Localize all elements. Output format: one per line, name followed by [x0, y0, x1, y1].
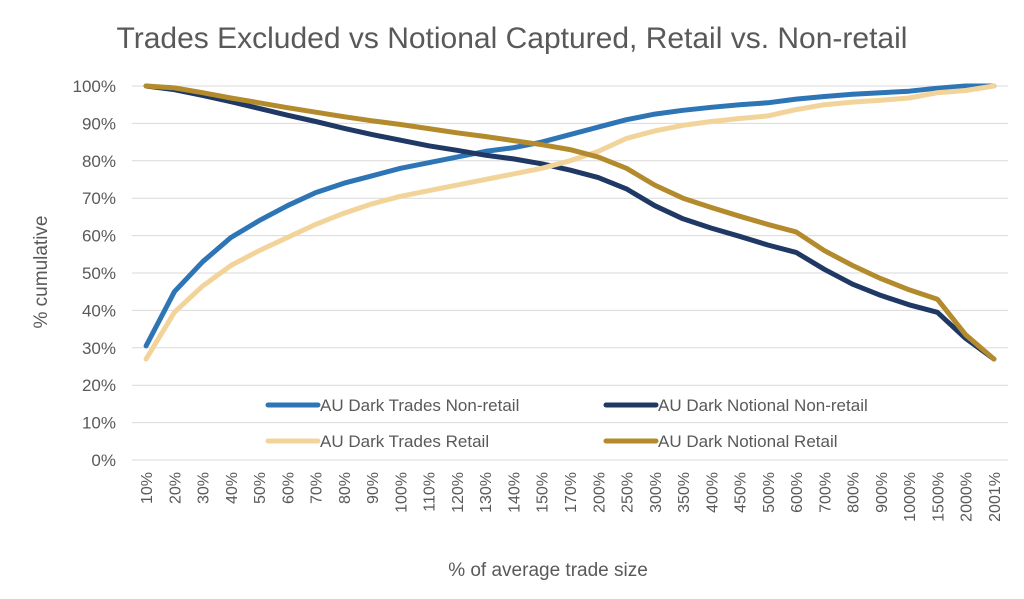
x-tick-label: 80% — [337, 472, 354, 504]
y-axis-ticks: 0% 10% 20% 30% 40% 50% 60% 70% 80% 90% 100% — [73, 77, 116, 470]
series-layer — [143, 83, 997, 362]
y-tick-label: 50% — [82, 264, 116, 283]
x-tick-label: 300% — [648, 472, 665, 513]
legend-label: AU Dark Trades Retail — [320, 432, 489, 451]
y-tick-label: 30% — [82, 339, 116, 358]
x-tick-label: 110% — [422, 472, 439, 512]
x-tick-label: 900% — [874, 472, 891, 513]
x-tick-label: 30% — [196, 472, 213, 504]
x-tick-label: 2000% — [959, 472, 976, 522]
x-tick-label: 10% — [139, 472, 156, 504]
series-line-2 — [143, 83, 997, 362]
y-tick-label: 60% — [82, 227, 116, 246]
x-tick-label: 140% — [506, 472, 523, 513]
x-tick-label: 250% — [620, 472, 637, 513]
grid-layer — [132, 85, 1008, 461]
legend: AU Dark Trades Non-retail AU Dark Notiona… — [265, 396, 868, 451]
y-tick-label: 20% — [82, 376, 116, 395]
x-tick-label: 450% — [733, 472, 750, 513]
x-tick-label: 1500% — [930, 472, 947, 522]
x-tick-label: 150% — [535, 472, 552, 513]
x-tick-label: 40% — [224, 472, 241, 504]
x-tick-label: 70% — [309, 472, 326, 504]
x-tick-label: 700% — [817, 472, 834, 513]
y-tick-label: 70% — [82, 189, 116, 208]
series-line-4 — [143, 83, 997, 362]
x-tick-label: 130% — [478, 472, 495, 513]
chart-title: Trades Excluded vs Notional Captured, Re… — [117, 22, 908, 55]
x-tick-label: 60% — [280, 472, 297, 504]
x-tick-label: 500% — [761, 472, 778, 513]
legend-label: AU Dark Notional Non-retail — [658, 396, 868, 415]
x-tick-label: 50% — [252, 472, 269, 504]
x-tick-label: 2001% — [987, 472, 1004, 522]
x-axis-ticks: 10% 20% 30% 40% 50% 60% 70% 80% 90% 100% 110% 120% 1… — [139, 472, 1004, 522]
series-line-1 — [143, 83, 997, 349]
legend-label: AU Dark Trades Non-retail — [320, 396, 519, 415]
x-tick-label: 170% — [563, 472, 580, 513]
x-tick-label: 350% — [676, 472, 693, 513]
y-tick-label: 90% — [82, 114, 116, 133]
x-tick-label: 120% — [450, 472, 467, 513]
x-tick-label: 90% — [365, 472, 382, 504]
x-tick-label: 400% — [704, 472, 721, 513]
x-tick-label: 600% — [789, 472, 806, 513]
x-axis-label: % of average trade size — [448, 560, 648, 581]
x-tick-label: 100% — [393, 472, 410, 513]
x-tick-label: 1000% — [902, 472, 919, 522]
y-tick-label: 100% — [73, 77, 116, 96]
y-tick-label: 0% — [91, 451, 116, 470]
y-tick-label: 10% — [82, 414, 116, 433]
x-tick-label: 200% — [591, 472, 608, 513]
series-line-3 — [143, 83, 997, 362]
y-axis-label: % cumulative — [31, 216, 52, 329]
y-tick-label: 40% — [82, 301, 116, 320]
x-tick-label: 20% — [167, 472, 184, 504]
y-tick-label: 80% — [82, 152, 116, 171]
legend-label: AU Dark Notional Retail — [658, 432, 838, 451]
x-tick-label: 800% — [846, 472, 863, 513]
